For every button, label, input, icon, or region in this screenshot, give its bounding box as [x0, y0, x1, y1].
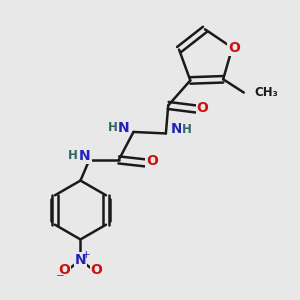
Text: −: − [56, 271, 65, 281]
Text: +: + [82, 250, 90, 260]
Text: O: O [146, 154, 158, 168]
Text: O: O [228, 41, 240, 55]
Text: O: O [91, 263, 103, 278]
Text: N: N [79, 148, 91, 163]
Text: N: N [117, 121, 129, 135]
Text: N: N [170, 122, 182, 136]
Text: H: H [182, 122, 191, 136]
Text: O: O [197, 100, 208, 115]
Text: H: H [108, 121, 118, 134]
Text: N: N [75, 253, 86, 267]
Text: O: O [58, 263, 70, 278]
Text: H: H [68, 149, 78, 162]
Text: CH₃: CH₃ [254, 86, 278, 99]
